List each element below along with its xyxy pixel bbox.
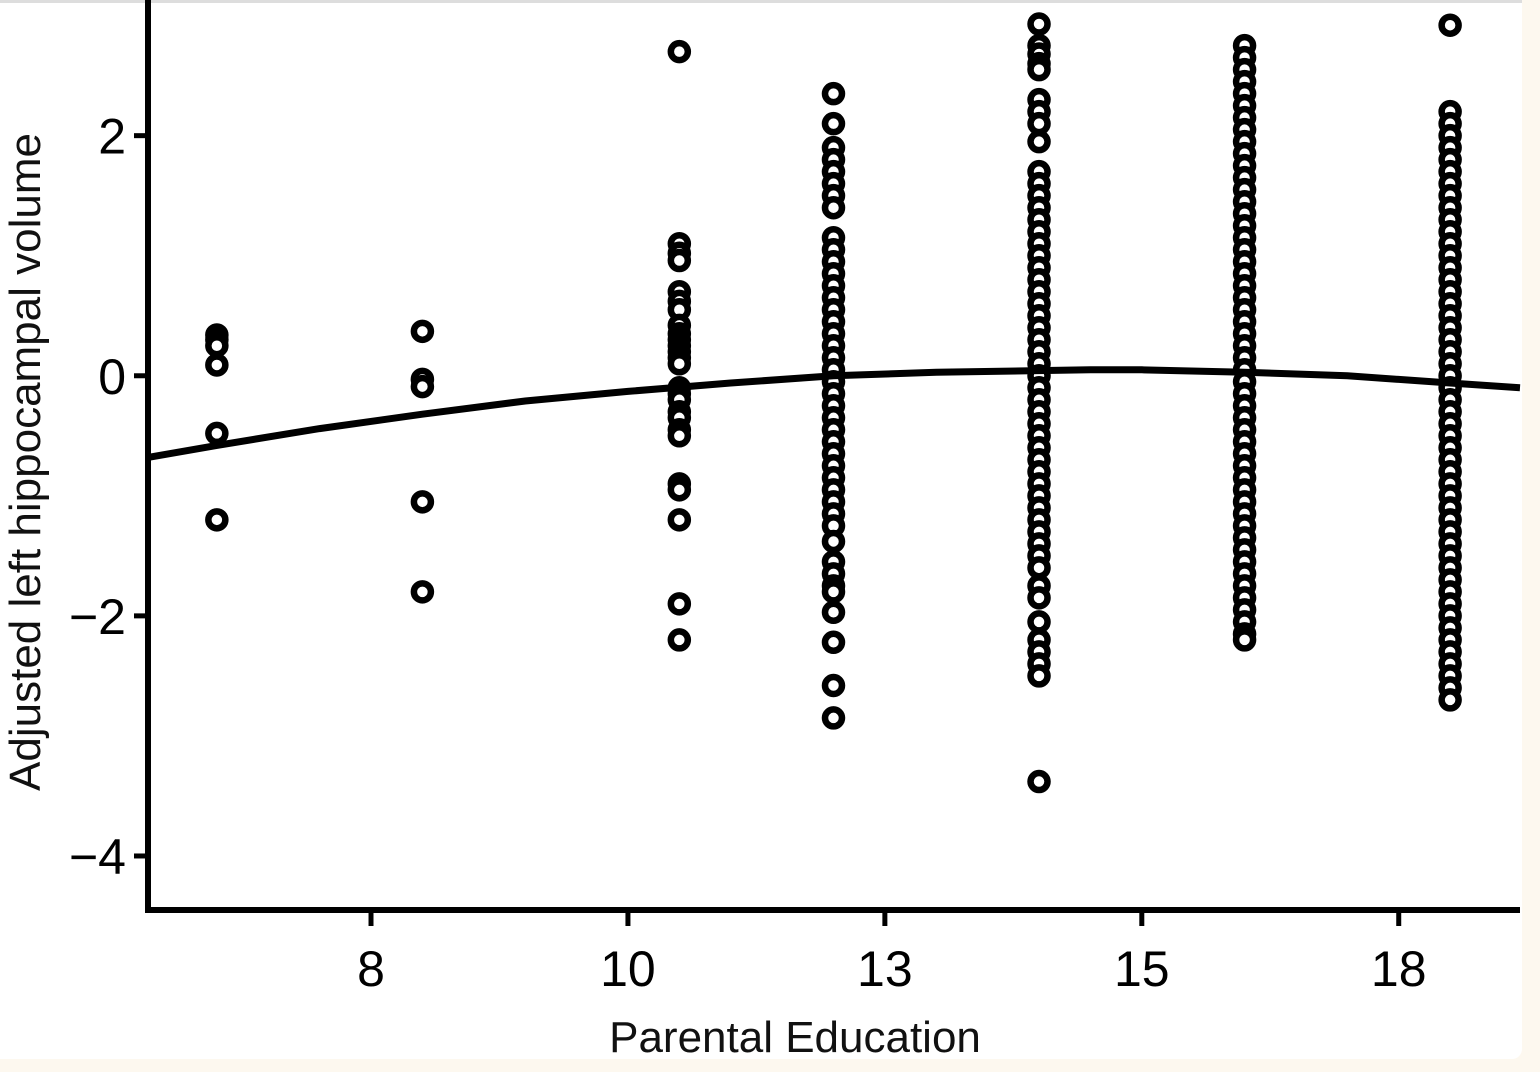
data-point bbox=[667, 478, 692, 502]
data-point bbox=[205, 508, 229, 532]
data-point bbox=[667, 39, 692, 64]
data-point bbox=[410, 490, 435, 514]
data-point bbox=[667, 424, 692, 448]
x-tick-label: 8 bbox=[357, 941, 385, 997]
data-point bbox=[205, 353, 229, 377]
data-point bbox=[1027, 586, 1051, 610]
data-point bbox=[1027, 556, 1051, 580]
data-point bbox=[1027, 111, 1051, 136]
y-axis-label: Adjusted left hippocampal volume bbox=[1, 133, 50, 791]
data-point bbox=[1438, 688, 1462, 712]
data-point bbox=[821, 195, 846, 220]
data-point bbox=[821, 111, 846, 136]
x-tick-label: 15 bbox=[1114, 941, 1170, 997]
data-point bbox=[1027, 610, 1051, 634]
data-point bbox=[667, 508, 692, 532]
data-points bbox=[205, 12, 1462, 794]
data-point bbox=[1027, 129, 1051, 154]
data-point bbox=[205, 421, 229, 446]
y-tick-label: 0 bbox=[98, 349, 126, 405]
y-tick-label: −4 bbox=[69, 829, 126, 885]
data-point bbox=[821, 529, 846, 554]
x-ticks: 8 10 13 15 18 bbox=[357, 910, 1427, 997]
data-point bbox=[821, 630, 846, 655]
x-tick-label: 10 bbox=[600, 941, 656, 997]
y-tick-label: 2 bbox=[98, 109, 126, 165]
data-point bbox=[410, 580, 435, 604]
data-point bbox=[1027, 12, 1051, 36]
data-point bbox=[1027, 769, 1051, 794]
data-point bbox=[410, 319, 435, 344]
data-point bbox=[1438, 13, 1462, 37]
data-point bbox=[205, 334, 229, 358]
data-point bbox=[667, 592, 692, 616]
data-point bbox=[667, 352, 692, 376]
data-point bbox=[410, 374, 435, 399]
data-point bbox=[821, 600, 846, 625]
x-tick-label: 18 bbox=[1371, 941, 1427, 997]
x-tick-label: 13 bbox=[857, 941, 913, 997]
data-point bbox=[821, 81, 846, 106]
data-point bbox=[821, 673, 846, 698]
fit-curve bbox=[147, 366, 1521, 461]
data-point bbox=[1027, 57, 1051, 82]
x-axis-label: Parental Education bbox=[609, 1013, 981, 1062]
chart-background bbox=[0, 0, 1522, 1059]
data-point bbox=[1232, 628, 1257, 652]
y-tick-label: −2 bbox=[69, 589, 126, 645]
data-point bbox=[1027, 664, 1051, 688]
data-point bbox=[667, 628, 692, 652]
data-point bbox=[821, 706, 846, 730]
data-point bbox=[667, 248, 692, 273]
data-point bbox=[821, 580, 846, 604]
y-ticks: 2 0 −2 −4 bbox=[69, 109, 148, 885]
